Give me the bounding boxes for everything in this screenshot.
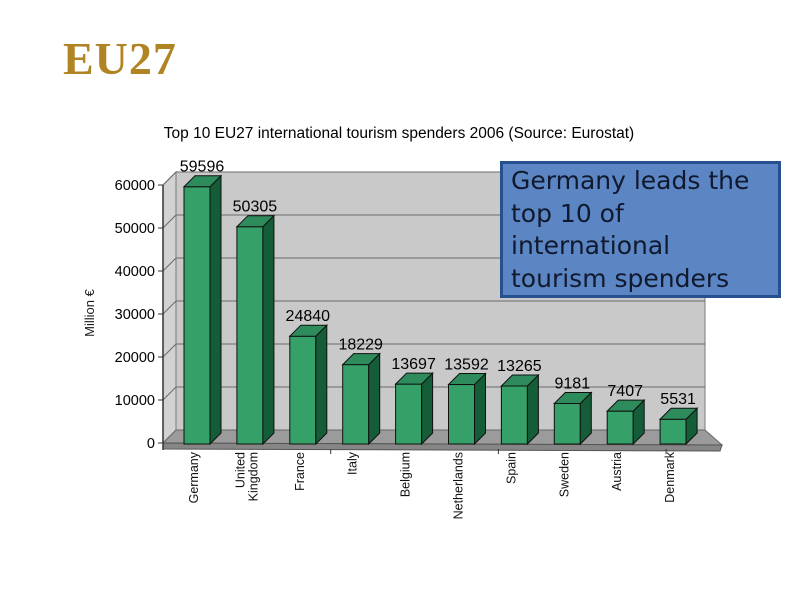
category-label-spain: Spain: [504, 452, 518, 484]
callout-text: Germany leads the top 10 of internationa…: [511, 166, 750, 293]
bar-side-belgium: [421, 371, 434, 446]
gridline-wall-segment: [162, 343, 177, 358]
bar-germany: [183, 186, 211, 445]
bar-value-netherlands: 13592: [444, 357, 489, 374]
callout-box: Germany leads the top 10 of internationa…: [500, 161, 781, 298]
bar-value-austria: 7407: [607, 383, 643, 400]
bar-top-netherlands: [447, 373, 487, 386]
category-label-united-kingdom: Kingdom: [246, 452, 260, 501]
category-label-belgium: Belgium: [399, 452, 413, 497]
bar-top-sweden: [553, 392, 593, 405]
bar-belgium: [395, 383, 423, 445]
bar-united-kingdom: [236, 226, 264, 445]
category-label-denmark: Denmark: [663, 451, 677, 502]
gridline-wall-segment: [162, 386, 177, 401]
bar-value-italy: 18229: [338, 337, 383, 354]
bar-top-united-kingdom: [235, 215, 276, 228]
bar-spain: [500, 385, 528, 445]
gridline-wall-segment: [162, 257, 177, 272]
category-label-germany: Germany: [187, 451, 201, 503]
bar-top-belgium: [394, 372, 434, 385]
gridline-wall-segment: [162, 214, 177, 229]
bar-austria: [606, 410, 634, 445]
chart-title: Top 10 EU27 international tourism spende…: [164, 125, 634, 142]
bar-side-italy: [368, 352, 381, 446]
bar-top-germany: [182, 175, 223, 188]
bar-value-united-kingdom: 50305: [233, 199, 278, 216]
bar-denmark: [659, 418, 687, 445]
bar-side-united-kingdom: [262, 214, 275, 446]
ytick-label-60000: 60000: [115, 178, 155, 194]
chart-plot-area: 0 10000 20000 30000 40000 50000 60000 59596 Germ…: [115, 159, 724, 519]
bar-side-netherlands: [474, 372, 486, 446]
bar-value-france: 24840: [286, 308, 331, 325]
bar-value-sweden: 9181: [555, 376, 591, 393]
y-axis-title: Million €: [82, 288, 97, 336]
bar-side-france: [315, 323, 328, 446]
ytick-label-10000: 10000: [115, 393, 155, 409]
bar-top-austria: [605, 399, 646, 412]
ytick-label-20000: 20000: [115, 350, 155, 366]
category-label-france: France: [293, 452, 307, 491]
ytick-label-40000: 40000: [115, 264, 155, 280]
bar-france: [289, 335, 317, 445]
gridline-wall-segment: [162, 171, 177, 186]
category-label-sweden: Sweden: [557, 452, 571, 497]
bar-value-belgium: 13697: [391, 356, 436, 373]
ytick-label-0: 0: [147, 436, 155, 452]
bar-side-germany: [209, 174, 222, 446]
bar-side-spain: [526, 373, 539, 446]
category-label-netherlands: Netherlands: [452, 452, 466, 519]
category-label-italy: Italy: [346, 451, 360, 475]
bar-top-spain: [500, 374, 540, 387]
bar-netherlands: [448, 384, 475, 445]
bar-italy: [342, 364, 370, 445]
bar-value-denmark: 5531: [660, 391, 696, 408]
gridline-wall-segment: [162, 300, 177, 315]
bar-top-france: [288, 324, 329, 337]
bar-top-italy: [341, 353, 381, 366]
category-label-united-kingdom: United: [233, 452, 247, 488]
ytick-label-30000: 30000: [115, 307, 155, 323]
category-label-austria: Austria: [610, 452, 624, 491]
bar-sweden: [553, 403, 581, 445]
bar-value-spain: 13265: [497, 358, 542, 375]
slide-title: EU27: [63, 33, 177, 84]
bar-top-denmark: [658, 407, 699, 420]
ytick-label-50000: 50000: [115, 221, 155, 237]
bar-value-germany: 59596: [180, 159, 225, 176]
